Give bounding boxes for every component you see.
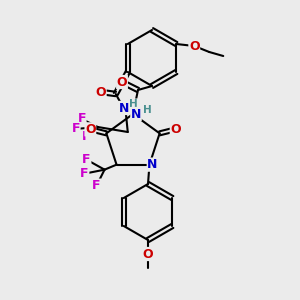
Text: O: O bbox=[143, 248, 153, 260]
Text: N: N bbox=[147, 158, 158, 171]
Text: F: F bbox=[92, 179, 101, 192]
Text: N: N bbox=[118, 101, 129, 115]
Text: O: O bbox=[189, 40, 200, 52]
Text: F: F bbox=[82, 130, 90, 143]
Text: O: O bbox=[170, 123, 181, 136]
Text: F: F bbox=[80, 167, 89, 180]
Text: N: N bbox=[131, 107, 141, 121]
Text: O: O bbox=[85, 123, 96, 136]
Text: H: H bbox=[129, 99, 138, 109]
Text: F: F bbox=[77, 112, 86, 125]
Text: O: O bbox=[95, 85, 106, 98]
Text: F: F bbox=[71, 122, 80, 136]
Text: O: O bbox=[117, 76, 127, 88]
Text: H: H bbox=[142, 105, 152, 115]
Text: F: F bbox=[82, 153, 91, 166]
